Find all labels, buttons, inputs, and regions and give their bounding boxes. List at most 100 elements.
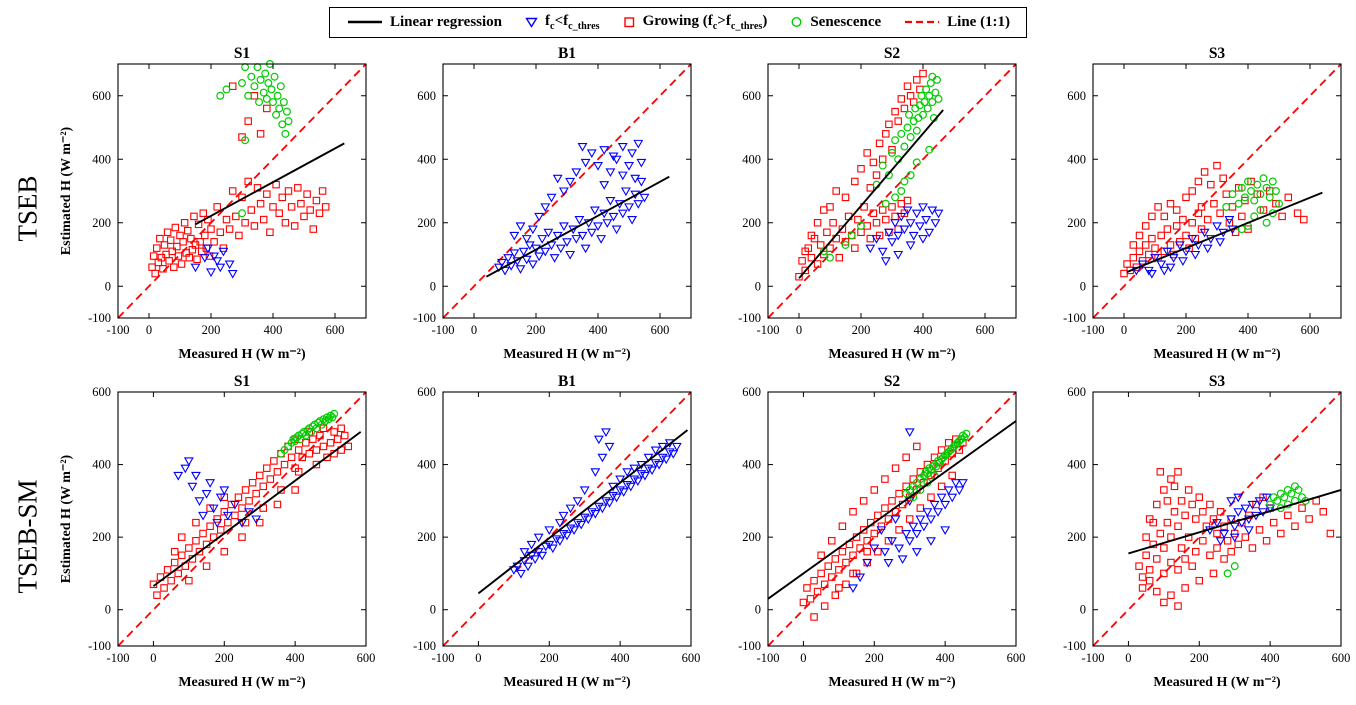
- svg-text:0: 0: [475, 651, 481, 665]
- legend-item-1: fc<fc_thres: [524, 13, 600, 32]
- svg-text:400: 400: [611, 651, 630, 665]
- series-square: [149, 424, 353, 599]
- svg-text:600: 600: [742, 385, 761, 399]
- series-triangle-down: [508, 428, 682, 579]
- svg-text:200: 200: [865, 651, 884, 665]
- regression-line: [152, 431, 362, 587]
- svg-text:-100: -100: [738, 311, 761, 325]
- svg-text:600: 600: [1332, 651, 1351, 665]
- svg-text:400: 400: [742, 458, 761, 472]
- svg-text:-100: -100: [1063, 639, 1086, 653]
- svg-text:200: 200: [92, 216, 111, 230]
- svg-text:600: 600: [417, 89, 436, 103]
- x-axis-label: Measured H (W m⁻²): [1153, 675, 1281, 690]
- legend-item-label: fc<fc_thres: [545, 12, 600, 32]
- axis-ticks: -100-100 0 0 200 200 400 400 600 600: [1063, 64, 1341, 337]
- line-dashed-icon: [905, 20, 940, 24]
- series-circle: [1223, 482, 1310, 578]
- svg-text:200: 200: [742, 530, 761, 544]
- svg-text:400: 400: [1067, 152, 1086, 166]
- regression-line: [767, 420, 1017, 600]
- svg-text:0: 0: [796, 323, 802, 337]
- identity-line: [442, 63, 692, 319]
- x-axis-label: Measured H (W m⁻²): [503, 347, 631, 362]
- legend-item-0: Linear regression: [346, 14, 502, 31]
- svg-text:400: 400: [417, 458, 436, 472]
- row-label-tseb-sm: TSEB-SM: [0, 372, 56, 700]
- chart-svg-tseb-s2: -100-100 0 0 200 200 400 400 600 600 S2 Measured H…: [738, 45, 1017, 362]
- legend-item-label: Linear regression: [389, 13, 503, 30]
- regression-line: [798, 109, 944, 279]
- regression-line: [477, 429, 689, 595]
- legend-item-2: Growing (fc>fc_thres): [622, 12, 768, 32]
- plot-box: [767, 391, 1017, 647]
- x-axis-label: Measured H (W m⁻²): [1153, 347, 1281, 362]
- regression-line: [485, 175, 670, 278]
- svg-text:600: 600: [1067, 89, 1086, 103]
- svg-text:200: 200: [417, 216, 436, 230]
- svg-text:-100: -100: [738, 639, 761, 653]
- chart-svg-tseb-sm-s3: -100-100 0 0 200 200 400 400 600 600 S3 Measured H…: [1063, 373, 1351, 690]
- svg-text:400: 400: [914, 323, 933, 337]
- chart-svg-tseb-sm-b1: -100-100 0 0 200 200 400 400 600 600 B1 Measured H…: [413, 373, 700, 690]
- svg-text:200: 200: [1177, 323, 1196, 337]
- subplot-tsebsm-b1: -100 -100 0 0 200 200 400 400 600 600 B1 Measured H…: [381, 372, 706, 700]
- svg-text:0: 0: [1080, 603, 1086, 617]
- plot-box: [117, 391, 367, 647]
- identity-line: [117, 63, 367, 319]
- svg-text:0: 0: [755, 603, 761, 617]
- axis-ticks: -100-100 0 0 200 200 400 400 600 600: [88, 64, 366, 337]
- y-axis-label: Estimated H (W m⁻²): [59, 126, 74, 255]
- svg-text:0: 0: [800, 651, 806, 665]
- svg-text:400: 400: [1067, 458, 1086, 472]
- svg-text:600: 600: [976, 323, 995, 337]
- svg-text:0: 0: [105, 603, 111, 617]
- svg-text:600: 600: [1007, 651, 1026, 665]
- axis-ticks: -100-100 0 0 200 200 400 400 600 600: [413, 385, 700, 665]
- svg-text:0: 0: [430, 279, 436, 293]
- axis-ticks: -100-100 0 0 200 200 400 400 600 600: [738, 385, 1025, 665]
- svg-text:-100: -100: [413, 639, 436, 653]
- series-square: [148, 82, 330, 278]
- svg-text:-100: -100: [1082, 323, 1105, 337]
- svg-text:200: 200: [417, 530, 436, 544]
- circle-icon: [791, 16, 802, 28]
- svg-text:-100: -100: [107, 323, 130, 337]
- svg-text:200: 200: [1067, 216, 1086, 230]
- svg-text:400: 400: [417, 152, 436, 166]
- svg-text:200: 200: [852, 323, 871, 337]
- svg-text:0: 0: [471, 323, 477, 337]
- identity-line: [767, 391, 1017, 647]
- plot-title: B1: [558, 45, 576, 62]
- svg-text:0: 0: [146, 323, 152, 337]
- svg-text:400: 400: [92, 458, 111, 472]
- series-triangle-down: [1204, 493, 1276, 546]
- triangle-down-icon: [525, 17, 538, 28]
- axis-ticks: -100-100 0 0 200 200 400 400 600 600: [88, 385, 375, 665]
- legend: Linear regression fc<fc_thres Growing (fc>…: [328, 6, 1028, 38]
- legend-wrap: Linear regression fc<fc_thres Growing (fc>…: [0, 0, 1356, 44]
- svg-text:200: 200: [1067, 530, 1086, 544]
- legend-item-label: Growing (fc>fc_thres): [642, 12, 768, 32]
- regression-line: [1126, 191, 1323, 273]
- svg-text:400: 400: [589, 323, 608, 337]
- x-axis-label: Measured H (W m⁻²): [178, 347, 306, 362]
- subplot-tseb-s3: -100 -100 0 0 200 200 400 400 600 600 S3 Measured H…: [1031, 44, 1356, 372]
- series-square: [799, 435, 967, 621]
- svg-text:-100: -100: [1082, 651, 1105, 665]
- series-circle: [902, 429, 971, 502]
- line-solid-icon: [347, 20, 382, 24]
- svg-text:600: 600: [92, 385, 111, 399]
- x-axis-label: Measured H (W m⁻²): [828, 675, 956, 690]
- svg-text:0: 0: [1125, 651, 1131, 665]
- svg-text:200: 200: [1190, 651, 1209, 665]
- axis-ticks: -100-100 0 0 200 200 400 400 600 600: [738, 64, 1016, 337]
- svg-text:200: 200: [215, 651, 234, 665]
- identity-line: [442, 391, 692, 647]
- x-axis-label: Measured H (W m⁻²): [828, 347, 956, 362]
- plot-box: [1092, 63, 1342, 319]
- svg-text:-100: -100: [1063, 311, 1086, 325]
- svg-text:600: 600: [357, 651, 376, 665]
- identity-line: [767, 63, 1017, 319]
